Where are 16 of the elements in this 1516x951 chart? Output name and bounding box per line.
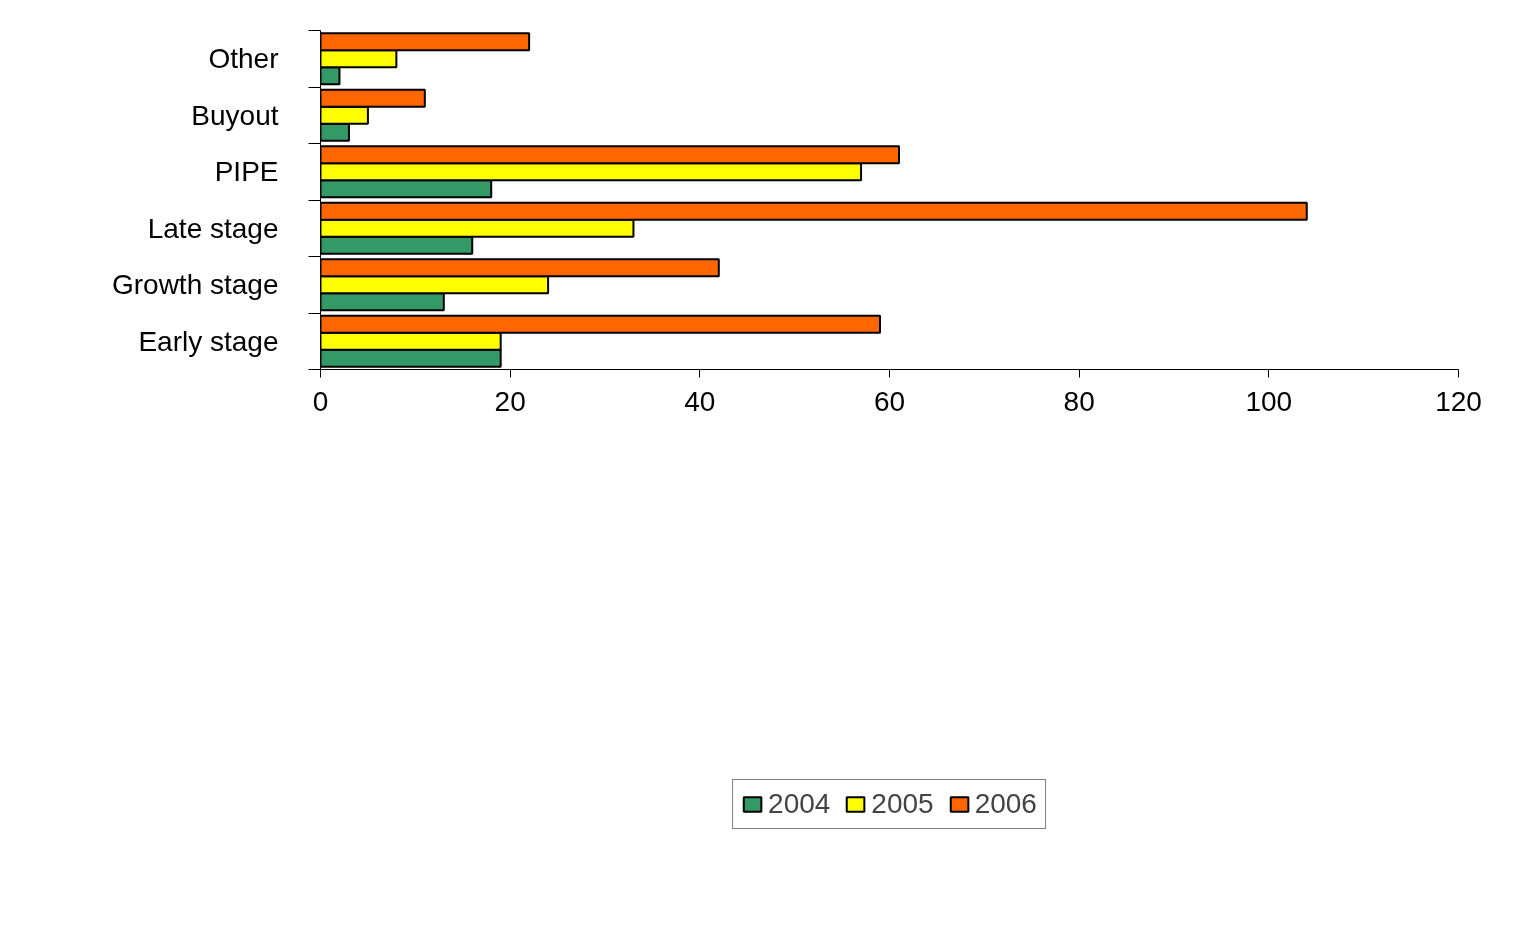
y-tick-label: Early stage — [138, 325, 279, 357]
x-tick-label: 120 — [1435, 385, 1482, 417]
legend-label: 2004 — [768, 788, 831, 820]
legend-label: 2006 — [974, 788, 1037, 820]
y-tick-label: Buyout — [191, 99, 279, 131]
x-tick-label: 80 — [1063, 385, 1095, 417]
y-tick-label: PIPE — [214, 156, 279, 188]
y-tick-label: Growth stage — [111, 269, 279, 301]
x-tick-label: 60 — [873, 385, 906, 417]
x-tick-label: 20 — [494, 385, 526, 417]
legend-label: 2005 — [871, 788, 934, 820]
x-tick-label: 40 — [684, 385, 716, 417]
x-tick-label: 0 — [312, 385, 329, 417]
x-tick-label: 100 — [1245, 385, 1293, 417]
y-tick-label: Late stage — [147, 212, 279, 244]
y-tick-label: Other — [208, 43, 279, 75]
